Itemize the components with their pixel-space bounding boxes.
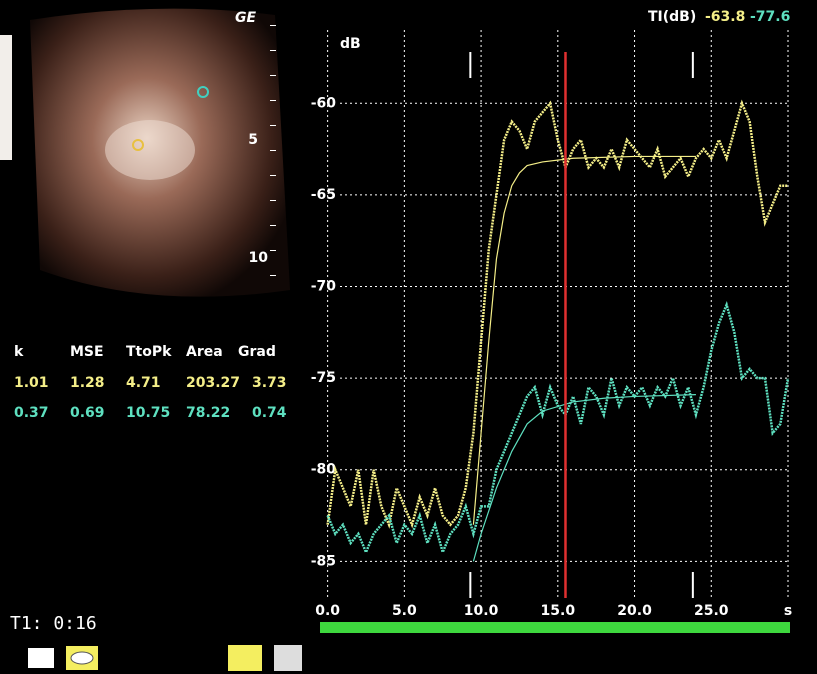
x-tick-label: 0.0 <box>315 603 340 619</box>
y-tick-label: -85 <box>311 553 336 569</box>
brand: GE <box>235 10 256 26</box>
table-header: k <box>14 344 24 360</box>
y-tick-label: -80 <box>311 462 337 478</box>
x-tick-label: 5.0 <box>392 603 417 619</box>
table-cell: 0.37 <box>14 405 49 421</box>
x-tick-label: s <box>784 603 792 619</box>
table-cell: 78.22 <box>186 405 230 421</box>
table-tool[interactable] <box>274 645 302 671</box>
table-cell: 0.69 <box>70 405 105 421</box>
y-tick-label: -60 <box>311 95 337 111</box>
table-header: MSE <box>70 344 104 360</box>
table-header: Area <box>186 344 223 360</box>
depth-label: 5 <box>248 132 258 148</box>
table-cell: 1.28 <box>70 375 105 391</box>
table-header: Grad <box>238 344 276 360</box>
table-cell: 10.75 <box>126 405 170 421</box>
y-tick-label: -75 <box>311 370 336 386</box>
table-cell: 0.74 <box>252 405 287 421</box>
table-cell: 3.73 <box>252 375 287 391</box>
table-header: TtoPk <box>126 344 172 360</box>
ellipse-icon <box>71 652 93 664</box>
y-tick-label: -65 <box>311 187 336 203</box>
x-tick-label: 15.0 <box>541 603 576 619</box>
y-tick-label: -70 <box>311 279 337 295</box>
timer: T1: 0:16 <box>10 613 97 634</box>
x-tick-label: 20.0 <box>617 603 652 619</box>
y-axis-label: dB <box>340 36 361 52</box>
readout-value: -77.6 <box>750 9 790 25</box>
readout-value: -63.8 <box>705 9 745 25</box>
timeline-bar[interactable] <box>320 622 790 633</box>
table-cell: 203.27 <box>186 375 240 391</box>
readout-label: TI(dB) <box>648 9 696 25</box>
pen-icon[interactable] <box>28 648 54 668</box>
enhancement-region <box>105 120 195 180</box>
curve-tool[interactable] <box>228 645 262 671</box>
screen: GE 5 10 TI(dB) -63.8 -77.6 dB T1: 0:16 -… <box>0 0 817 674</box>
table-cell: 4.71 <box>126 375 161 391</box>
depth-label: 10 <box>249 250 269 266</box>
x-tick-label: 25.0 <box>694 603 729 619</box>
table-cell: 1.01 <box>14 375 49 391</box>
scale-strip <box>0 35 12 160</box>
x-tick-label: 10.0 <box>464 603 499 619</box>
